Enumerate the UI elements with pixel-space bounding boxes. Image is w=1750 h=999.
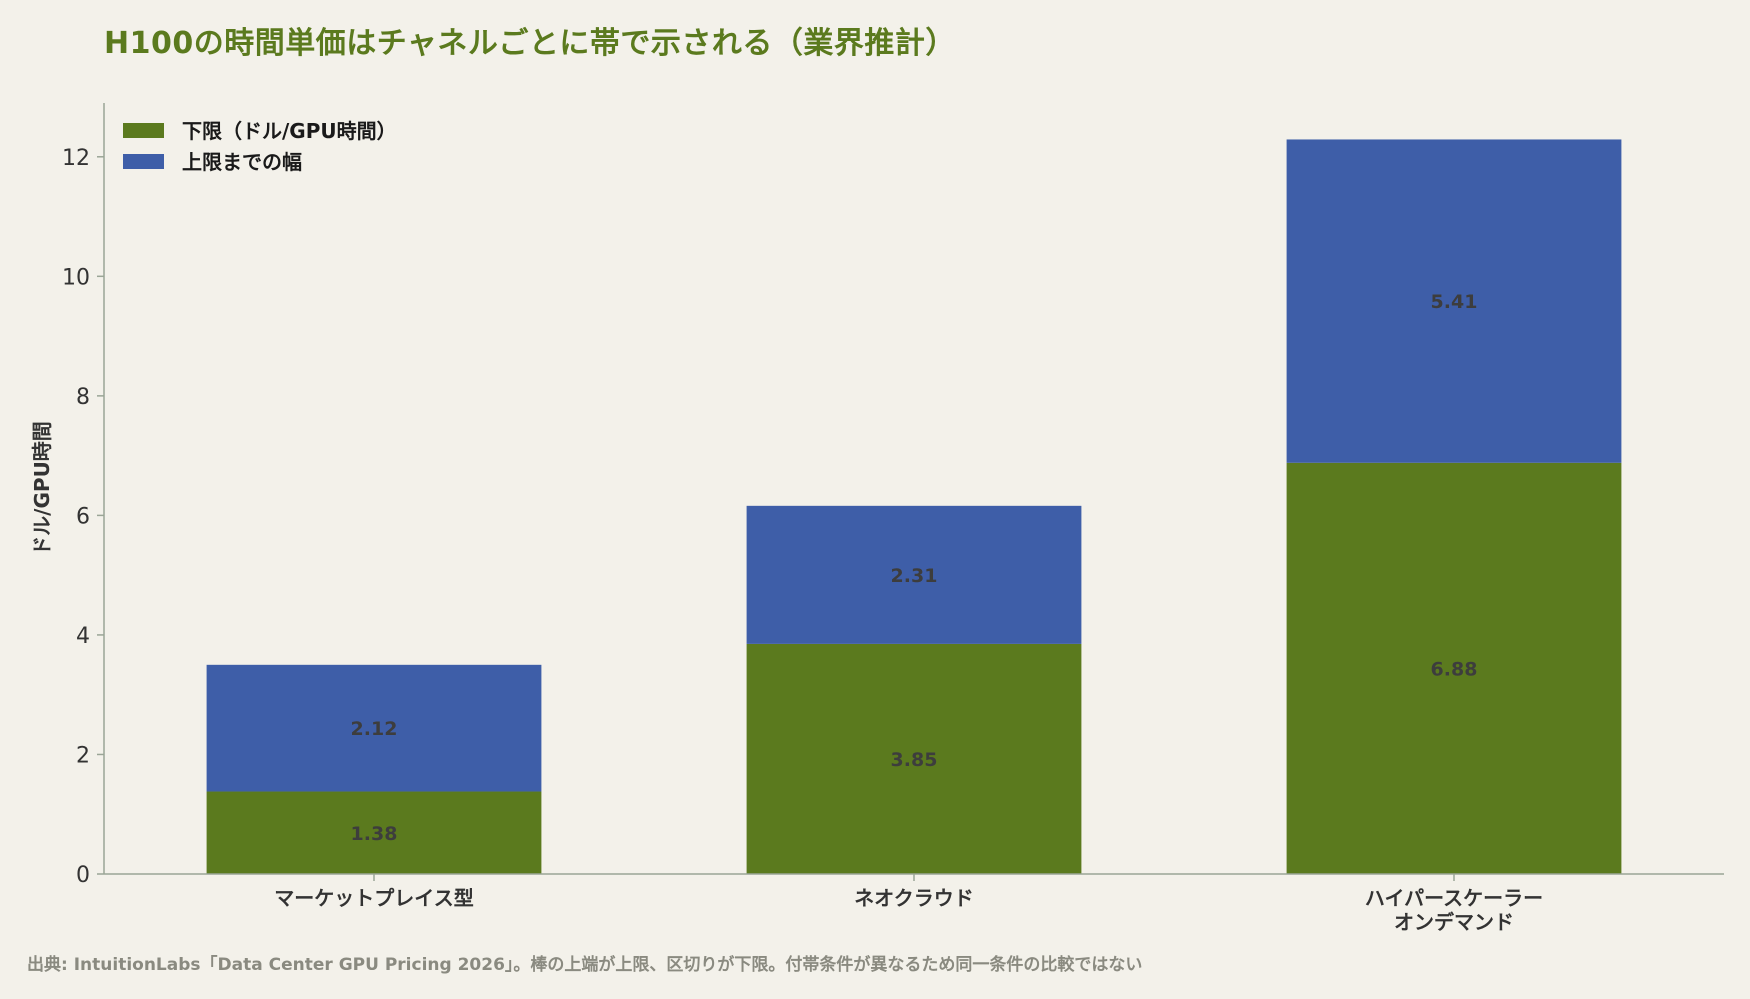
bar-value-label: 5.41: [1431, 291, 1478, 313]
bar-value-label: 2.12: [351, 718, 398, 740]
bar-value-label: 2.31: [891, 565, 938, 587]
y-tick-label: 8: [76, 385, 90, 410]
legend-label: 上限までの幅: [182, 150, 302, 174]
x-category-label: ハイパースケーラー: [1365, 886, 1543, 910]
bar-segment-range: [206, 664, 542, 792]
bar-segment-lower: [206, 791, 542, 874]
y-axis-label: ドル/GPU時間: [30, 421, 54, 556]
x-category-label: ネオクラウド: [854, 886, 974, 910]
bars-layer: [206, 139, 1622, 874]
legend: 下限（ドル/GPU時間） 上限までの幅: [123, 119, 397, 174]
chart-title: H100の時間単価はチャネルごとに帯で示される（業界推計）: [104, 26, 956, 61]
legend-swatch: [123, 154, 164, 169]
x-category-label: マーケットプレイス型: [274, 886, 473, 910]
bar-value-label: 1.38: [351, 823, 398, 845]
bar-segment-lower: [746, 643, 1082, 874]
y-ticks: 0 2 4 6 8 10 12: [62, 146, 104, 888]
bar-segment-range: [1286, 139, 1622, 463]
x-category-label: オンデマンド: [1394, 910, 1514, 934]
bar-value-label: 3.85: [891, 749, 938, 771]
bar-value-label: 6.88: [1431, 658, 1478, 680]
y-tick-label: 6: [76, 504, 90, 529]
y-tick-label: 4: [76, 624, 90, 649]
y-tick-label: 10: [62, 265, 90, 290]
y-tick-label: 0: [76, 863, 90, 888]
source-note: 出典: IntuitionLabs「Data Center GPU Pricin…: [27, 955, 1143, 975]
y-tick-label: 12: [62, 146, 90, 171]
value-labels: 1.38 2.12 3.85 2.31 6.88 5.41: [351, 291, 1478, 845]
bar-segment-lower: [1286, 462, 1622, 874]
stacked-bar-chart: 0 2 4 6 8 10 12 マーケットプレイス型 ネオクラウド ハイパースケーラーオンデマン…: [30, 103, 1724, 934]
legend-label: 下限（ドル/GPU時間）: [182, 119, 397, 143]
legend-swatch: [123, 123, 164, 138]
bar-segment-range: [746, 505, 1082, 644]
y-tick-label: 2: [76, 743, 90, 768]
